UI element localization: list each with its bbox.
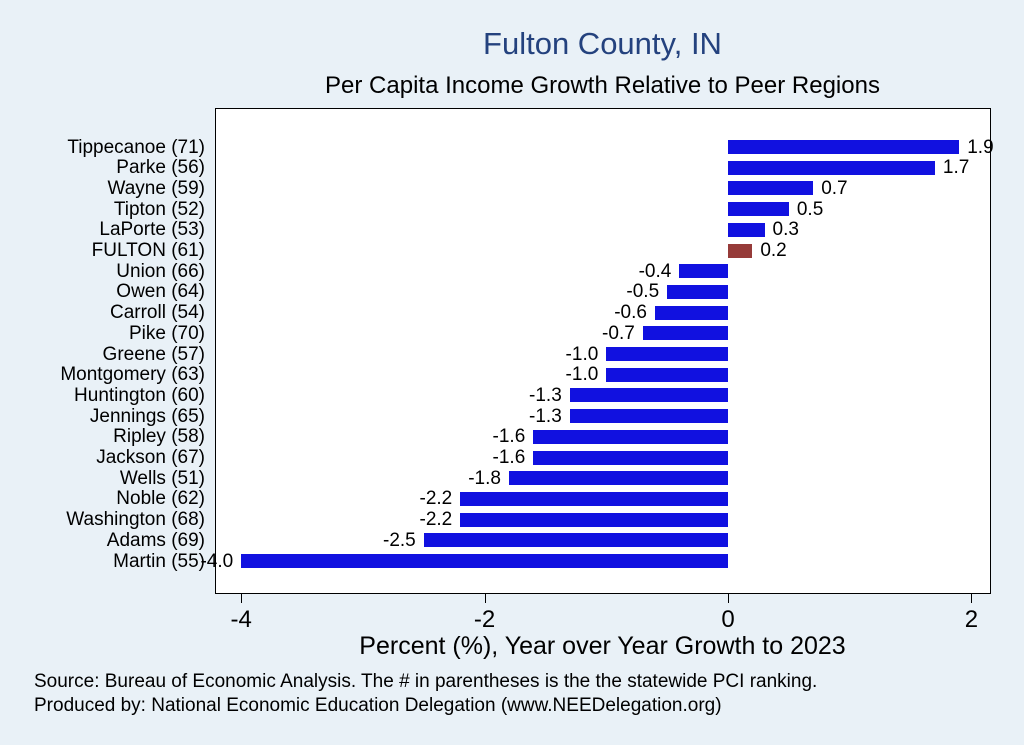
- chart-title: Fulton County, IN: [483, 26, 722, 61]
- bar: [241, 554, 728, 568]
- x-axis-tick-label: -4: [230, 606, 252, 633]
- bar: [728, 222, 765, 237]
- bar: [728, 202, 789, 217]
- bar-value-label: -1.6: [492, 426, 526, 448]
- x-axis-title: Percent (%), Year over Year Growth to 20…: [359, 632, 846, 660]
- footer-notes: Source: Bureau of Economic Analysis. The…: [34, 670, 817, 718]
- bar: [606, 367, 728, 382]
- y-axis-label: Jackson (67): [96, 447, 205, 468]
- bar-value-label: 1.7: [942, 157, 970, 179]
- bar-value-label: -0.5: [626, 281, 660, 303]
- x-axis-tick-label: -2: [473, 606, 496, 633]
- y-axis-label: Union (66): [116, 260, 205, 282]
- y-axis-label: Tippecanoe (71): [67, 136, 205, 158]
- bar-value-label: 0.5: [796, 198, 824, 220]
- y-axis-label: Noble (62): [116, 488, 205, 510]
- bar-value-label: -1.3: [529, 405, 562, 427]
- chart-subtitle: Per Capita Income Growth Relative to Pee…: [325, 72, 880, 99]
- bar: [728, 181, 814, 196]
- y-axis-label: Wayne (59): [107, 177, 206, 199]
- bar-value-label: -0.4: [638, 260, 672, 282]
- bar: [423, 533, 728, 548]
- bar-value-label: -0.7: [602, 322, 635, 344]
- x-axis-tick: [728, 594, 729, 603]
- x-axis-tick: [484, 594, 486, 603]
- bar: [606, 347, 728, 361]
- y-axis-label: Owen (64): [116, 281, 205, 303]
- bar-value-label: -2.5: [383, 529, 416, 551]
- y-axis-label: Huntington (60): [74, 384, 205, 406]
- x-axis-tick: [971, 594, 973, 603]
- y-axis-label: Tipton (52): [113, 198, 205, 220]
- bar-value-label: 0.3: [772, 219, 799, 241]
- bar-value-label: 1.9: [967, 136, 994, 158]
- bar-value-label: -2.2: [419, 509, 453, 531]
- bar-value-label: -0.6: [614, 302, 647, 324]
- y-axis-label: FULTON (61): [91, 240, 205, 261]
- bar-value-label: 0.7: [821, 177, 848, 199]
- y-axis-label: Ripley (58): [113, 426, 205, 448]
- bar: [728, 160, 935, 175]
- x-axis-tick-label: 0: [721, 606, 735, 633]
- bar: [642, 326, 728, 341]
- bar: [654, 305, 728, 320]
- y-axis-label: LaPorte (53): [99, 219, 205, 241]
- y-axis-label: Parke (56): [116, 157, 205, 179]
- bar-value-label: -1.6: [492, 447, 526, 468]
- x-axis-tick: [241, 594, 243, 603]
- bar-value-label: -1.0: [565, 343, 599, 365]
- y-axis-label: Pike (70): [128, 322, 205, 344]
- y-axis-label: Greene (57): [102, 343, 205, 365]
- bar-value-label: -4.0: [200, 550, 234, 572]
- bar: [460, 512, 728, 527]
- bar: [533, 429, 728, 444]
- bar: [679, 264, 728, 279]
- bar-value-label: 0.2: [760, 240, 787, 261]
- bar: [728, 140, 960, 154]
- bar: [569, 388, 728, 403]
- y-axis-label: Adams (69): [106, 529, 205, 551]
- bar-value-label: -1.8: [468, 467, 501, 489]
- x-axis-tick-label: 2: [964, 606, 979, 633]
- y-axis-label: Carroll (54): [109, 302, 205, 324]
- y-axis-label: Washington (68): [66, 509, 205, 531]
- bar-highlighted-fulton: [728, 243, 753, 258]
- bar: [667, 284, 728, 299]
- bar-value-label: -2.2: [419, 488, 453, 510]
- y-axis-label: Jennings (65): [89, 405, 205, 427]
- y-axis-label: Martin (55): [113, 550, 205, 572]
- y-axis-label: Montgomery (63): [60, 364, 205, 386]
- source-note: Source: Bureau of Economic Analysis. The…: [34, 671, 818, 692]
- bar: [460, 491, 728, 506]
- produced-by-note: Produced by: National Economic Education…: [34, 695, 722, 716]
- bar-value-label: -1.3: [529, 384, 562, 406]
- bar: [569, 409, 728, 424]
- bar: [533, 450, 728, 465]
- y-axis-labels: Tippecanoe (71) Parke (56) Wayne (59) Tipto…: [0, 109, 208, 593]
- bar: [508, 471, 728, 486]
- bar-value-label: -1.0: [565, 364, 599, 386]
- plot-area: 1.9 1.7 0.7 0.5 0.3 0.2 -0.4 -0.5 -0.6 -0.7 -1.0 -1…: [200, 108, 994, 633]
- y-axis-label: Wells (51): [119, 467, 205, 489]
